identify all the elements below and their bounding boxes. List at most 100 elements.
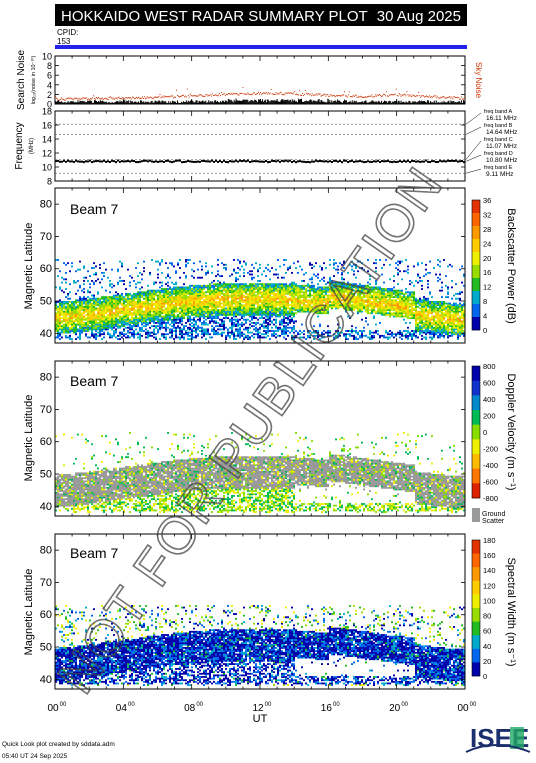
power-cell — [135, 310, 137, 313]
search-noise-bar — [357, 102, 359, 104]
power-cell — [59, 288, 61, 290]
power-cell — [133, 309, 135, 311]
power-cell — [81, 289, 83, 292]
power-cell — [207, 330, 209, 332]
power-cell — [333, 263, 335, 266]
power-cell — [295, 302, 297, 305]
power-cell — [237, 271, 239, 274]
search-noise-bar — [106, 103, 108, 104]
power-cell — [187, 297, 189, 300]
power-cell — [169, 304, 171, 307]
power-cell — [61, 307, 63, 310]
power-cell — [321, 304, 323, 307]
power-cell — [175, 309, 177, 311]
search-noise-bar — [338, 100, 340, 104]
power-cell — [309, 309, 311, 311]
sky-noise-point — [342, 94, 343, 96]
power-cell — [287, 291, 289, 294]
search-noise-bar — [446, 102, 448, 104]
power-cell — [343, 267, 345, 269]
power-cell — [295, 291, 297, 294]
operating-frequency-point — [255, 160, 257, 163]
power-cell — [69, 338, 71, 340]
power-cell — [345, 304, 347, 307]
power-cell — [179, 259, 181, 261]
search-noise-bar — [96, 102, 98, 104]
sky-noise-point — [298, 94, 300, 96]
power-cell — [103, 307, 105, 310]
power-cell — [293, 305, 295, 308]
power-cell — [115, 313, 117, 316]
sky-noise-point — [60, 97, 62, 99]
power-cell — [55, 325, 57, 328]
sky-noise-point — [212, 93, 214, 95]
power-cell — [65, 323, 67, 326]
sky-noise-point — [335, 96, 337, 98]
power-cell — [171, 325, 173, 328]
power-cell — [99, 322, 101, 324]
power-cell — [165, 299, 167, 302]
sky-noise-point — [180, 95, 182, 97]
power-cell — [295, 304, 297, 307]
power-cell — [313, 292, 315, 295]
power-cell — [209, 322, 211, 324]
power-cell — [333, 283, 335, 286]
power-cell — [237, 304, 239, 307]
power-cell — [223, 301, 225, 303]
power-cell — [223, 263, 225, 266]
sky-noise-point — [314, 94, 316, 96]
sky-noise-point — [338, 95, 340, 97]
sky-noise-point — [256, 93, 258, 95]
power-cell — [175, 320, 177, 323]
sky-noise-point — [75, 97, 77, 99]
sky-noise-point — [120, 98, 122, 100]
power-cell — [77, 313, 79, 316]
power-cell — [209, 313, 211, 316]
power-cell — [191, 325, 193, 328]
sky-noise-point — [379, 94, 381, 96]
power-cell — [197, 326, 199, 329]
power-cell — [271, 289, 273, 292]
operating-frequency-point — [81, 160, 83, 163]
search-noise-bar — [344, 100, 346, 104]
power-cell — [207, 315, 209, 318]
power-cell — [69, 320, 71, 323]
power-cell — [227, 291, 229, 294]
power-cell — [213, 333, 215, 336]
power-cell — [209, 299, 211, 302]
power-cell — [159, 313, 161, 316]
power-cell — [323, 312, 325, 315]
power-cell — [315, 291, 317, 294]
operating-frequency-point — [383, 160, 385, 163]
power-cell — [233, 312, 235, 315]
power-cell — [217, 283, 219, 286]
power-cell — [59, 318, 61, 321]
sky-noise-point — [155, 97, 157, 99]
power-cell — [65, 301, 67, 303]
power-cell — [187, 328, 189, 331]
sky-noise-point — [193, 94, 195, 96]
power-cell — [227, 331, 229, 334]
power-cell — [93, 315, 95, 318]
power-cell — [281, 284, 283, 287]
power-cell — [253, 302, 255, 305]
power-cell — [129, 318, 131, 321]
power-cell — [283, 318, 285, 321]
search-noise-bar — [211, 101, 213, 104]
power-cell — [249, 312, 251, 315]
operating-frequency-point — [217, 160, 219, 163]
power-cell — [69, 318, 71, 321]
power-cell — [303, 294, 305, 297]
power-cell — [209, 309, 211, 311]
power-cell — [127, 318, 129, 321]
operating-frequency-point — [189, 160, 191, 163]
power-cell — [121, 299, 123, 302]
operating-frequency-point — [141, 160, 143, 163]
power-cell — [177, 292, 179, 295]
power-cell — [57, 318, 59, 321]
sky-noise-point — [275, 92, 277, 94]
power-cell — [253, 312, 255, 315]
power-cell — [249, 286, 251, 289]
search-noise-bar — [102, 101, 104, 104]
power-cell — [297, 284, 299, 287]
